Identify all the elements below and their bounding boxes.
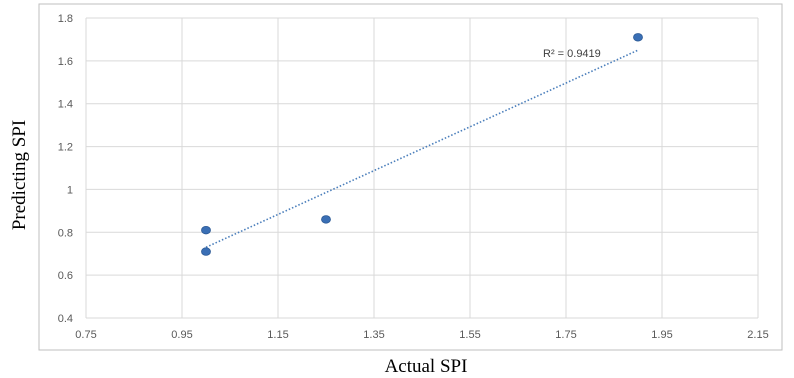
data-points bbox=[201, 33, 643, 256]
x-axis-ticks: 0.75 0.95 1.15 1.35 1.55 1.75 1.95 2.15 bbox=[75, 329, 768, 341]
data-point bbox=[321, 215, 331, 224]
trendline bbox=[205, 49, 639, 249]
y-axis-title: Predicting SPI bbox=[9, 120, 30, 230]
y-axis-ticks: 0.4 0.6 0.8 1 1.2 1.4 1.6 1.8 bbox=[58, 13, 73, 325]
x-tick-label: 1.55 bbox=[459, 329, 480, 341]
y-tick-label: 0.4 bbox=[58, 313, 73, 325]
y-tick-label: 1.8 bbox=[58, 13, 73, 25]
x-tick-label: 2.15 bbox=[747, 329, 768, 341]
grid bbox=[85, 17, 759, 319]
x-tick-label: 1.35 bbox=[363, 329, 384, 341]
y-tick-label: 1.2 bbox=[58, 142, 73, 154]
trendline-group bbox=[205, 49, 639, 249]
x-tick-label: 1.75 bbox=[555, 329, 576, 341]
y-tick-label: 1 bbox=[67, 184, 73, 196]
chart-frame bbox=[38, 3, 783, 351]
x-tick-label: 0.95 bbox=[171, 329, 192, 341]
x-tick-label: 1.95 bbox=[651, 329, 672, 341]
x-tick-label: 0.75 bbox=[75, 329, 96, 341]
data-point bbox=[201, 225, 211, 235]
y-tick-label: 0.8 bbox=[58, 227, 73, 239]
data-point bbox=[633, 33, 643, 42]
r-squared-annotation: R² = 0.9419 bbox=[543, 48, 601, 60]
y-tick-label: 0.6 bbox=[58, 270, 73, 282]
x-axis-title: Actual SPI bbox=[385, 356, 468, 377]
data-point bbox=[201, 247, 211, 256]
x-tick-label: 1.15 bbox=[267, 329, 288, 341]
y-tick-label: 1.4 bbox=[58, 99, 73, 111]
y-tick-label: 1.6 bbox=[58, 56, 73, 68]
